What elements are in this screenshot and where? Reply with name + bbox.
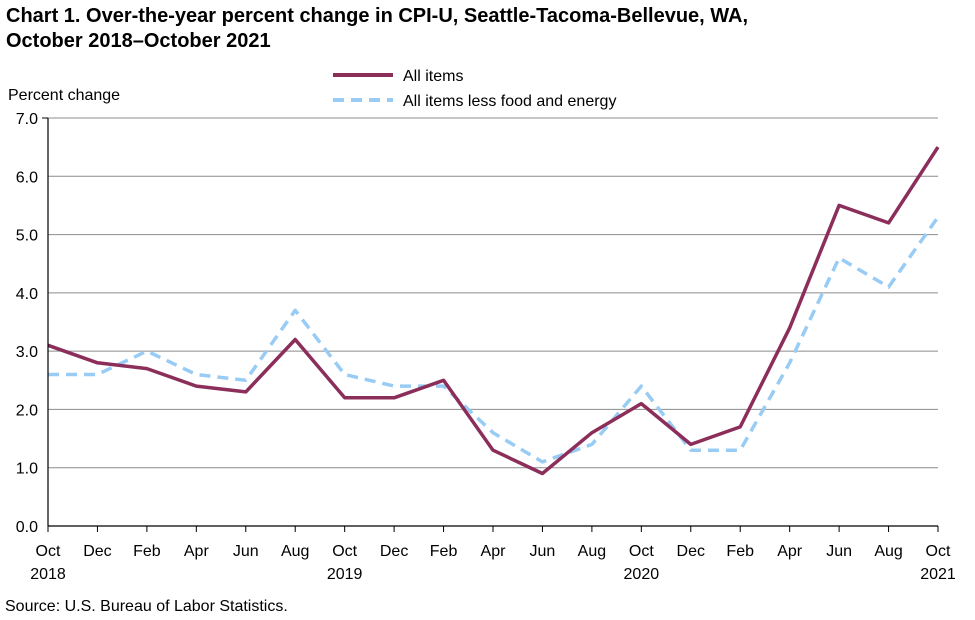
x-tick-label: Feb — [726, 543, 754, 560]
y-tick-label: 5.0 — [16, 228, 38, 245]
y-tick-label: 6.0 — [16, 169, 38, 186]
x-tick-label: Apr — [777, 543, 803, 560]
x-tick-label: Feb — [133, 543, 161, 560]
x-tick-label: Jun — [530, 543, 556, 560]
x-tick-label: Oct — [926, 543, 951, 560]
x-tick-label: Apr — [184, 543, 210, 560]
series-line-core — [48, 216, 940, 464]
series-line-all-items — [47, 146, 940, 476]
x-axis-ticks: Oct Dec Feb Apr Jun Aug Oct Dec Feb Apr Jun Aug Oct D… — [30, 526, 956, 583]
x-year-label: 2020 — [624, 566, 660, 583]
y-axis-label: Percent change — [8, 87, 120, 104]
x-tick-label: Jun — [826, 543, 852, 560]
y-tick-label: 4.0 — [16, 286, 38, 303]
chart-title: Chart 1. Over-the-year percent change in… — [6, 4, 966, 54]
x-year-label: 2018 — [30, 566, 66, 583]
x-tick-label: Aug — [578, 543, 606, 560]
x-tick-label: Jun — [233, 543, 259, 560]
x-year-label: 2019 — [327, 566, 363, 583]
x-tick-label: Dec — [83, 543, 111, 560]
y-tick-label: 7.0 — [16, 111, 38, 128]
x-tick-label: Oct — [36, 543, 61, 560]
y-tick-label: 0.0 — [16, 519, 38, 536]
y-axis-ticks: 0.0 1.0 2.0 3.0 4.0 5.0 6.0 7.0 — [16, 111, 38, 536]
y-tick-label: 2.0 — [16, 402, 38, 419]
gridlines — [48, 117, 938, 527]
x-tick-label: Dec — [677, 543, 705, 560]
legend-label-core: All items less food and energy — [403, 93, 616, 110]
source-note: Source: U.S. Bureau of Labor Statistics. — [5, 598, 288, 615]
x-tick-label: Dec — [380, 543, 408, 560]
series-layer — [47, 146, 940, 476]
x-tick-label: Feb — [430, 543, 458, 560]
legend: All items All items less food and energy — [333, 68, 616, 110]
plot-frame — [42, 117, 938, 527]
x-tick-label: Aug — [281, 543, 309, 560]
y-tick-label: 3.0 — [16, 344, 38, 361]
y-tick-label: 1.0 — [16, 461, 38, 478]
x-tick-label: Aug — [874, 543, 902, 560]
legend-label-all-items: All items — [403, 68, 463, 85]
x-year-label: 2021 — [920, 566, 956, 583]
x-tick-label: Oct — [332, 543, 357, 560]
x-tick-label: Apr — [481, 543, 507, 560]
x-tick-label: Oct — [629, 543, 654, 560]
chart-title-line2: October 2018–October 2021 — [6, 30, 271, 52]
chart-title-line1: Chart 1. Over-the-year percent change in… — [6, 5, 749, 27]
